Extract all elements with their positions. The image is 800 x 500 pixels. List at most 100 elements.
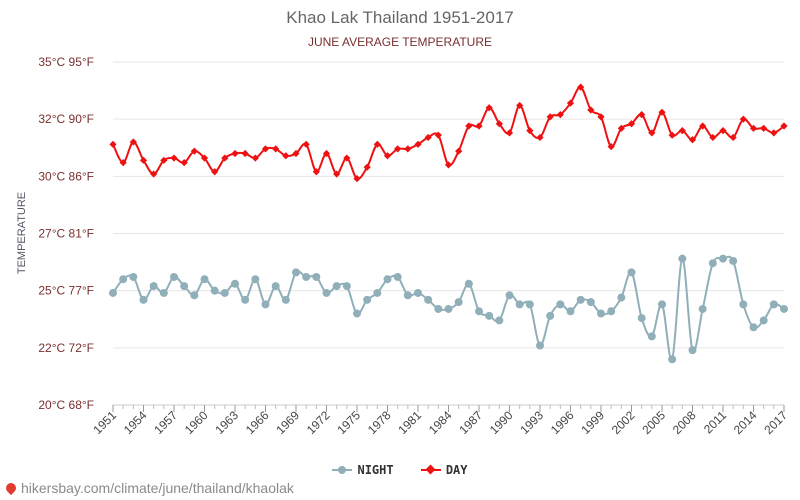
- source-url[interactable]: hikersbay.com/climate/june/thailand/khao…: [21, 480, 294, 496]
- point-night-2007[interactable]: [678, 254, 687, 263]
- point-night-1989[interactable]: [495, 316, 504, 325]
- point-day-1992[interactable]: [526, 127, 534, 135]
- point-day-1996[interactable]: [566, 99, 575, 107]
- point-night-2012[interactable]: [729, 256, 738, 265]
- point-day-1966[interactable]: [261, 145, 270, 153]
- point-day-1986[interactable]: [465, 122, 473, 130]
- point-night-1993[interactable]: [536, 341, 544, 350]
- point-day-1984[interactable]: [444, 161, 453, 169]
- point-night-2013[interactable]: [739, 300, 748, 309]
- point-day-1959[interactable]: [190, 147, 198, 155]
- point-day-2002[interactable]: [627, 120, 636, 128]
- point-day-1955[interactable]: [150, 170, 158, 178]
- point-day-2007[interactable]: [678, 127, 686, 135]
- point-day-1951[interactable]: [109, 140, 117, 148]
- point-night-1955[interactable]: [149, 282, 158, 291]
- point-day-1993[interactable]: [536, 133, 544, 142]
- point-night-1967[interactable]: [271, 282, 280, 291]
- point-night-1965[interactable]: [251, 275, 260, 284]
- point-night-2014[interactable]: [749, 323, 758, 332]
- point-night-1998[interactable]: [586, 298, 595, 307]
- point-day-1973[interactable]: [333, 170, 341, 178]
- point-night-2017[interactable]: [780, 304, 788, 313]
- point-day-1952[interactable]: [119, 159, 127, 167]
- point-day-1977[interactable]: [373, 140, 381, 148]
- point-night-2004[interactable]: [647, 332, 656, 341]
- point-day-1995[interactable]: [556, 110, 564, 119]
- point-day-2001[interactable]: [617, 124, 625, 132]
- point-day-2006[interactable]: [668, 131, 676, 139]
- point-night-1968[interactable]: [281, 295, 290, 304]
- point-night-1981[interactable]: [414, 288, 422, 297]
- point-night-2003[interactable]: [637, 314, 646, 323]
- point-night-2005[interactable]: [658, 300, 666, 309]
- point-day-1989[interactable]: [495, 120, 503, 128]
- point-night-1951[interactable]: [109, 288, 117, 297]
- point-night-2016[interactable]: [769, 300, 778, 309]
- point-day-2009[interactable]: [699, 122, 707, 130]
- point-night-1986[interactable]: [464, 279, 473, 288]
- point-night-1963[interactable]: [231, 279, 239, 288]
- point-night-2010[interactable]: [708, 259, 717, 268]
- point-day-2011[interactable]: [719, 127, 727, 135]
- point-day-1971[interactable]: [312, 168, 320, 176]
- point-night-1960[interactable]: [200, 275, 209, 284]
- source-footer[interactable]: hikersbay.com/climate/june/thailand/khao…: [3, 480, 294, 496]
- point-night-1974[interactable]: [342, 282, 351, 291]
- point-day-1953[interactable]: [129, 138, 137, 146]
- point-night-1987[interactable]: [475, 307, 483, 316]
- point-night-1990[interactable]: [505, 291, 514, 300]
- point-night-1983[interactable]: [434, 304, 443, 313]
- point-day-2004[interactable]: [648, 129, 656, 137]
- point-night-1985[interactable]: [454, 298, 463, 307]
- point-day-1963[interactable]: [231, 149, 239, 158]
- point-night-1988[interactable]: [485, 311, 494, 320]
- point-day-1965[interactable]: [251, 154, 259, 162]
- point-night-2001[interactable]: [617, 293, 626, 302]
- point-day-1958[interactable]: [180, 159, 188, 167]
- legend-item-night[interactable]: NIGHT: [332, 463, 394, 477]
- point-night-1984[interactable]: [444, 304, 453, 313]
- point-day-2008[interactable]: [688, 136, 697, 144]
- point-night-1999[interactable]: [597, 309, 605, 318]
- point-night-1992[interactable]: [525, 300, 534, 309]
- point-night-1978[interactable]: [383, 275, 392, 284]
- point-night-1966[interactable]: [261, 300, 270, 309]
- point-night-1971[interactable]: [312, 272, 321, 281]
- point-day-1956[interactable]: [160, 156, 168, 164]
- point-night-1996[interactable]: [566, 307, 575, 316]
- point-day-2010[interactable]: [709, 133, 717, 142]
- point-day-1981[interactable]: [414, 140, 422, 148]
- point-night-1957[interactable]: [170, 272, 178, 281]
- point-day-2000[interactable]: [607, 143, 615, 151]
- point-night-2015[interactable]: [759, 316, 768, 325]
- point-day-1983[interactable]: [434, 131, 442, 139]
- point-day-1987[interactable]: [475, 122, 483, 130]
- point-day-2017[interactable]: [780, 122, 788, 130]
- point-day-1968[interactable]: [282, 152, 290, 160]
- point-day-1988[interactable]: [485, 104, 493, 112]
- point-day-1978[interactable]: [383, 152, 392, 160]
- point-night-1975[interactable]: [353, 309, 361, 318]
- legend-item-day[interactable]: DAY: [420, 463, 468, 477]
- point-night-1980[interactable]: [403, 291, 412, 300]
- point-day-1960[interactable]: [200, 154, 209, 162]
- point-night-1953[interactable]: [129, 272, 138, 281]
- point-day-1972[interactable]: [322, 149, 331, 158]
- point-night-1952[interactable]: [119, 275, 128, 284]
- point-night-2011[interactable]: [719, 254, 727, 263]
- point-night-1959[interactable]: [190, 291, 199, 300]
- point-day-1999[interactable]: [597, 113, 605, 121]
- point-night-1994[interactable]: [546, 311, 555, 320]
- point-night-1982[interactable]: [424, 295, 433, 304]
- point-day-1974[interactable]: [343, 154, 351, 162]
- point-day-1962[interactable]: [221, 154, 229, 162]
- point-night-2002[interactable]: [627, 268, 636, 277]
- point-day-1975[interactable]: [353, 175, 361, 183]
- point-day-1991[interactable]: [516, 101, 524, 110]
- point-night-1970[interactable]: [302, 272, 311, 281]
- point-night-1962[interactable]: [220, 288, 229, 297]
- point-night-1961[interactable]: [210, 286, 219, 295]
- point-day-1990[interactable]: [505, 129, 514, 137]
- point-night-1964[interactable]: [241, 295, 250, 304]
